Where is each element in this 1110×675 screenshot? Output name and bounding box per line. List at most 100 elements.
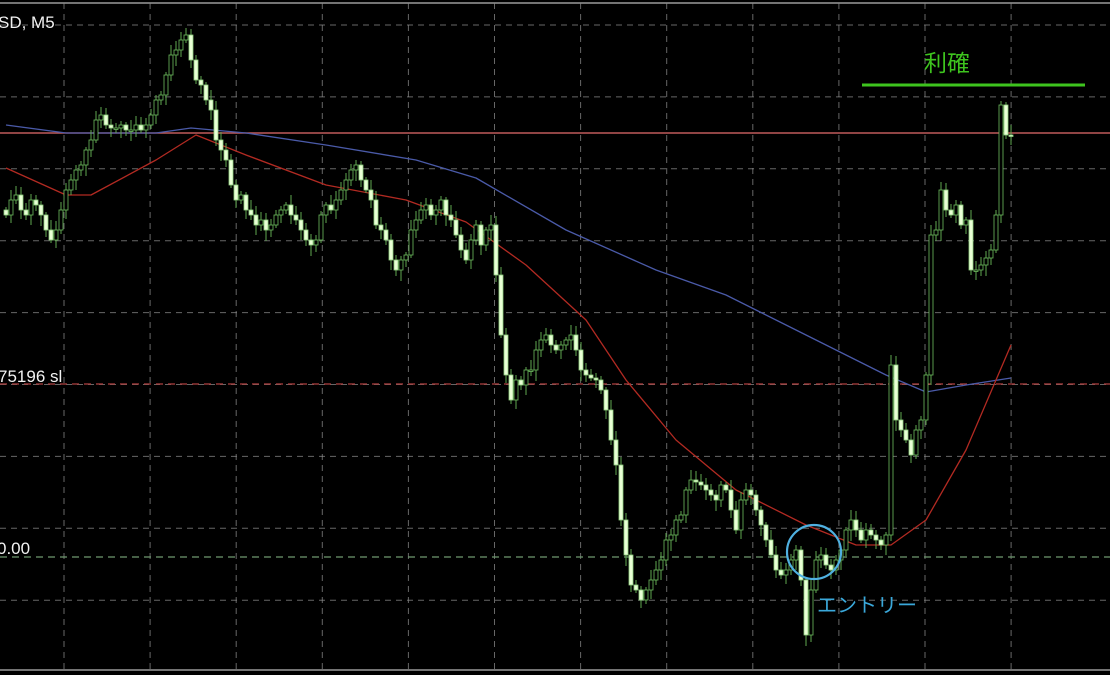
candle-body-bear: [108, 124, 114, 129]
candle-body-bull: [238, 194, 244, 201]
candle-body-bear: [248, 209, 254, 216]
candle: [193, 55, 199, 84]
candle-body-bull: [323, 204, 329, 216]
candle: [748, 484, 754, 505]
candle: [303, 223, 309, 246]
candle: [183, 28, 189, 43]
entry-marker-circle: [785, 523, 843, 581]
candle-body-bear: [763, 524, 769, 541]
candle: [593, 373, 599, 388]
candle-body-bear: [18, 194, 24, 211]
candle-body-bull: [318, 214, 324, 241]
candle: [973, 261, 979, 280]
candle-body-bull: [183, 34, 189, 41]
candle: [953, 200, 959, 223]
candle-body-bull: [128, 129, 134, 132]
candle: [723, 482, 729, 493]
candle: [238, 191, 244, 204]
candle: [243, 192, 249, 219]
candle: [178, 32, 184, 57]
candle: [868, 524, 874, 539]
candle: [888, 355, 894, 541]
candle-body-bear: [193, 59, 199, 81]
candle: [188, 29, 194, 68]
candle: [848, 510, 854, 541]
candle-body-bull: [668, 534, 674, 541]
candle-body-bull: [173, 49, 179, 56]
candle: [728, 480, 734, 518]
candle: [698, 474, 704, 490]
candle-body-bear: [368, 189, 374, 201]
candle-body-bull: [663, 539, 669, 561]
candle-body-bull: [398, 259, 404, 271]
candle: [543, 328, 549, 343]
candle: [393, 255, 399, 276]
candle: [783, 563, 789, 584]
candle-body-bear: [478, 224, 484, 246]
candle: [883, 532, 889, 555]
candle: [908, 434, 914, 463]
candle-body-bear: [748, 489, 754, 496]
candle-body-bull: [418, 209, 424, 221]
candle: [548, 329, 554, 353]
candle: [913, 425, 919, 459]
candle: [678, 511, 684, 523]
candle: [823, 548, 829, 569]
candle: [553, 340, 559, 354]
candle: [773, 546, 779, 578]
candle-body-bear: [613, 439, 619, 466]
candle-body-bear: [908, 439, 914, 456]
candle: [663, 533, 669, 566]
candle-body-bull: [153, 99, 159, 116]
candle-body-bear: [803, 579, 809, 636]
candle-body-bull: [438, 199, 444, 211]
candle-body-bull: [353, 164, 359, 171]
candle: [58, 202, 64, 234]
candle-body-bull: [148, 114, 154, 126]
candle: [148, 109, 154, 129]
candle-body-bear: [723, 484, 729, 491]
candle-body-bull: [88, 139, 94, 151]
candle-body-bull: [933, 229, 939, 236]
candle: [668, 529, 674, 551]
candle-body-bear: [203, 84, 209, 101]
sl-label: 75196 sl: [0, 367, 62, 386]
candle-body-bull: [13, 194, 19, 201]
candle-body-bull: [998, 104, 1004, 216]
candle: [233, 180, 239, 208]
candle: [563, 337, 569, 350]
candle: [293, 206, 299, 225]
candle-body-bull: [793, 549, 799, 561]
candle-body-bear: [218, 139, 224, 151]
candle: [98, 107, 104, 128]
candle-body-bull: [993, 214, 999, 251]
candle-body-bull: [178, 39, 184, 51]
candle-body-bull: [283, 204, 289, 211]
candle-body-bull: [133, 124, 139, 131]
candle: [383, 223, 389, 245]
candle-body-bear: [448, 214, 454, 221]
candle: [423, 198, 429, 219]
candle: [48, 220, 54, 243]
candle-body-bull: [918, 419, 924, 431]
candle: [468, 234, 474, 269]
candle-body-bull: [53, 229, 59, 241]
candle: [13, 186, 19, 204]
candle-body-bull: [63, 189, 69, 211]
candle: [843, 527, 849, 556]
candle: [8, 190, 14, 223]
candle-body-bear: [548, 334, 554, 346]
candle-body-bear: [768, 539, 774, 556]
candle-body-bull: [338, 189, 344, 201]
candle-body-bull: [673, 519, 679, 536]
candle: [738, 492, 744, 539]
candle-body-bull: [543, 334, 549, 341]
candle-body-bull: [848, 519, 854, 531]
candle-body-bear: [893, 364, 899, 421]
candle-body-bull: [883, 534, 889, 546]
candle: [528, 360, 534, 376]
candle: [438, 196, 444, 216]
candle: [128, 120, 134, 141]
candle: [813, 551, 819, 593]
